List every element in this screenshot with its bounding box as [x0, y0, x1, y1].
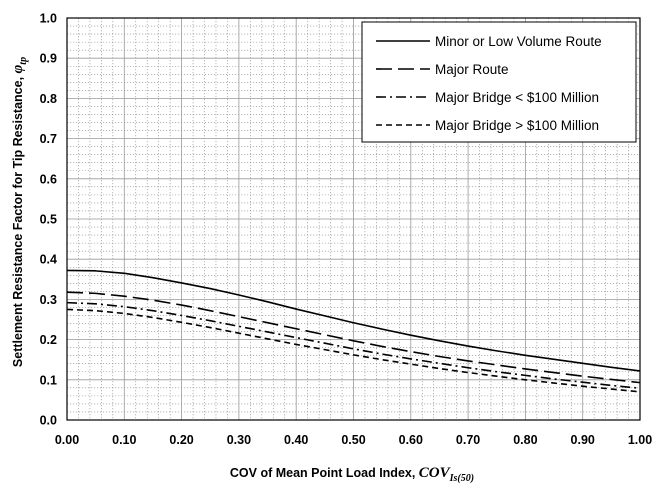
y-tick-label: 0.7 — [40, 132, 57, 146]
x-axis-title-text: COV of Mean Point Load Index, — [230, 466, 419, 480]
y-tick-label: 0.0 — [40, 414, 57, 428]
series-line-2 — [66, 291, 641, 384]
x-tick-label: 0.80 — [513, 433, 537, 447]
legend: Minor or Low Volume Route Major Route Majo… — [361, 21, 637, 143]
y-tick-label: 0.8 — [40, 92, 57, 106]
y-tick-labels: 0.0 0.1 0.2 0.3 0.4 0.5 0.6 0.7 0.8 0.9 1.0 — [40, 12, 57, 428]
y-tick-label: 0.6 — [40, 172, 57, 186]
series-lines — [66, 269, 641, 393]
series-line-1 — [66, 269, 641, 372]
legend-box — [361, 21, 637, 143]
y-axis-title-subscript: tp — [18, 57, 29, 65]
y-tick-label: 0.4 — [40, 253, 57, 267]
y-tick-label: 0.2 — [40, 333, 57, 347]
series-line-4 — [66, 308, 641, 393]
legend-label-3: Major Bridge < $100 Million — [435, 90, 599, 105]
x-tick-label: 0.30 — [227, 433, 251, 447]
y-axis-title-symbol: φ — [10, 64, 26, 73]
y-tick-label: 0.5 — [40, 213, 57, 227]
y-tick-label: 0.3 — [40, 293, 57, 307]
legend-label-2: Major Route — [435, 62, 509, 77]
x-tick-label: 1.00 — [628, 433, 652, 447]
x-axis-title: COV of Mean Point Load Index, COVIs(50) — [230, 465, 474, 484]
x-tick-label: 0.70 — [456, 433, 480, 447]
x-axis-title-symbol: COV — [419, 465, 452, 481]
y-tick-label: 0.1 — [40, 373, 57, 387]
x-tick-label: 0.60 — [399, 433, 423, 447]
plot-frame — [66, 17, 641, 421]
x-tick-label: 0.10 — [112, 433, 136, 447]
x-tick-label: 0.00 — [55, 433, 79, 447]
legend-label-4: Major Bridge > $100 Million — [435, 118, 599, 133]
x-tick-label: 0.90 — [571, 433, 595, 447]
legend-label-1: Minor or Low Volume Route — [435, 34, 602, 49]
plot-border — [66, 17, 641, 421]
x-axis-title-subscript: Is(50) — [449, 473, 474, 484]
x-tick-label: 0.50 — [341, 433, 365, 447]
series-line-3 — [66, 301, 641, 390]
y-axis-title-text: Settlement Resistance Factor for Tip Res… — [11, 73, 25, 367]
y-tick-label: 1.0 — [40, 12, 57, 26]
x-tick-label: 0.20 — [169, 433, 193, 447]
y-tick-label: 0.9 — [40, 52, 57, 66]
x-tick-label: 0.40 — [284, 433, 308, 447]
y-axis-title: Settlement Resistance Factor for Tip Res… — [10, 57, 29, 367]
x-tick-labels: 0.00 0.10 0.20 0.30 0.40 0.50 0.60 0.70 0.80 0.90… — [55, 433, 652, 447]
